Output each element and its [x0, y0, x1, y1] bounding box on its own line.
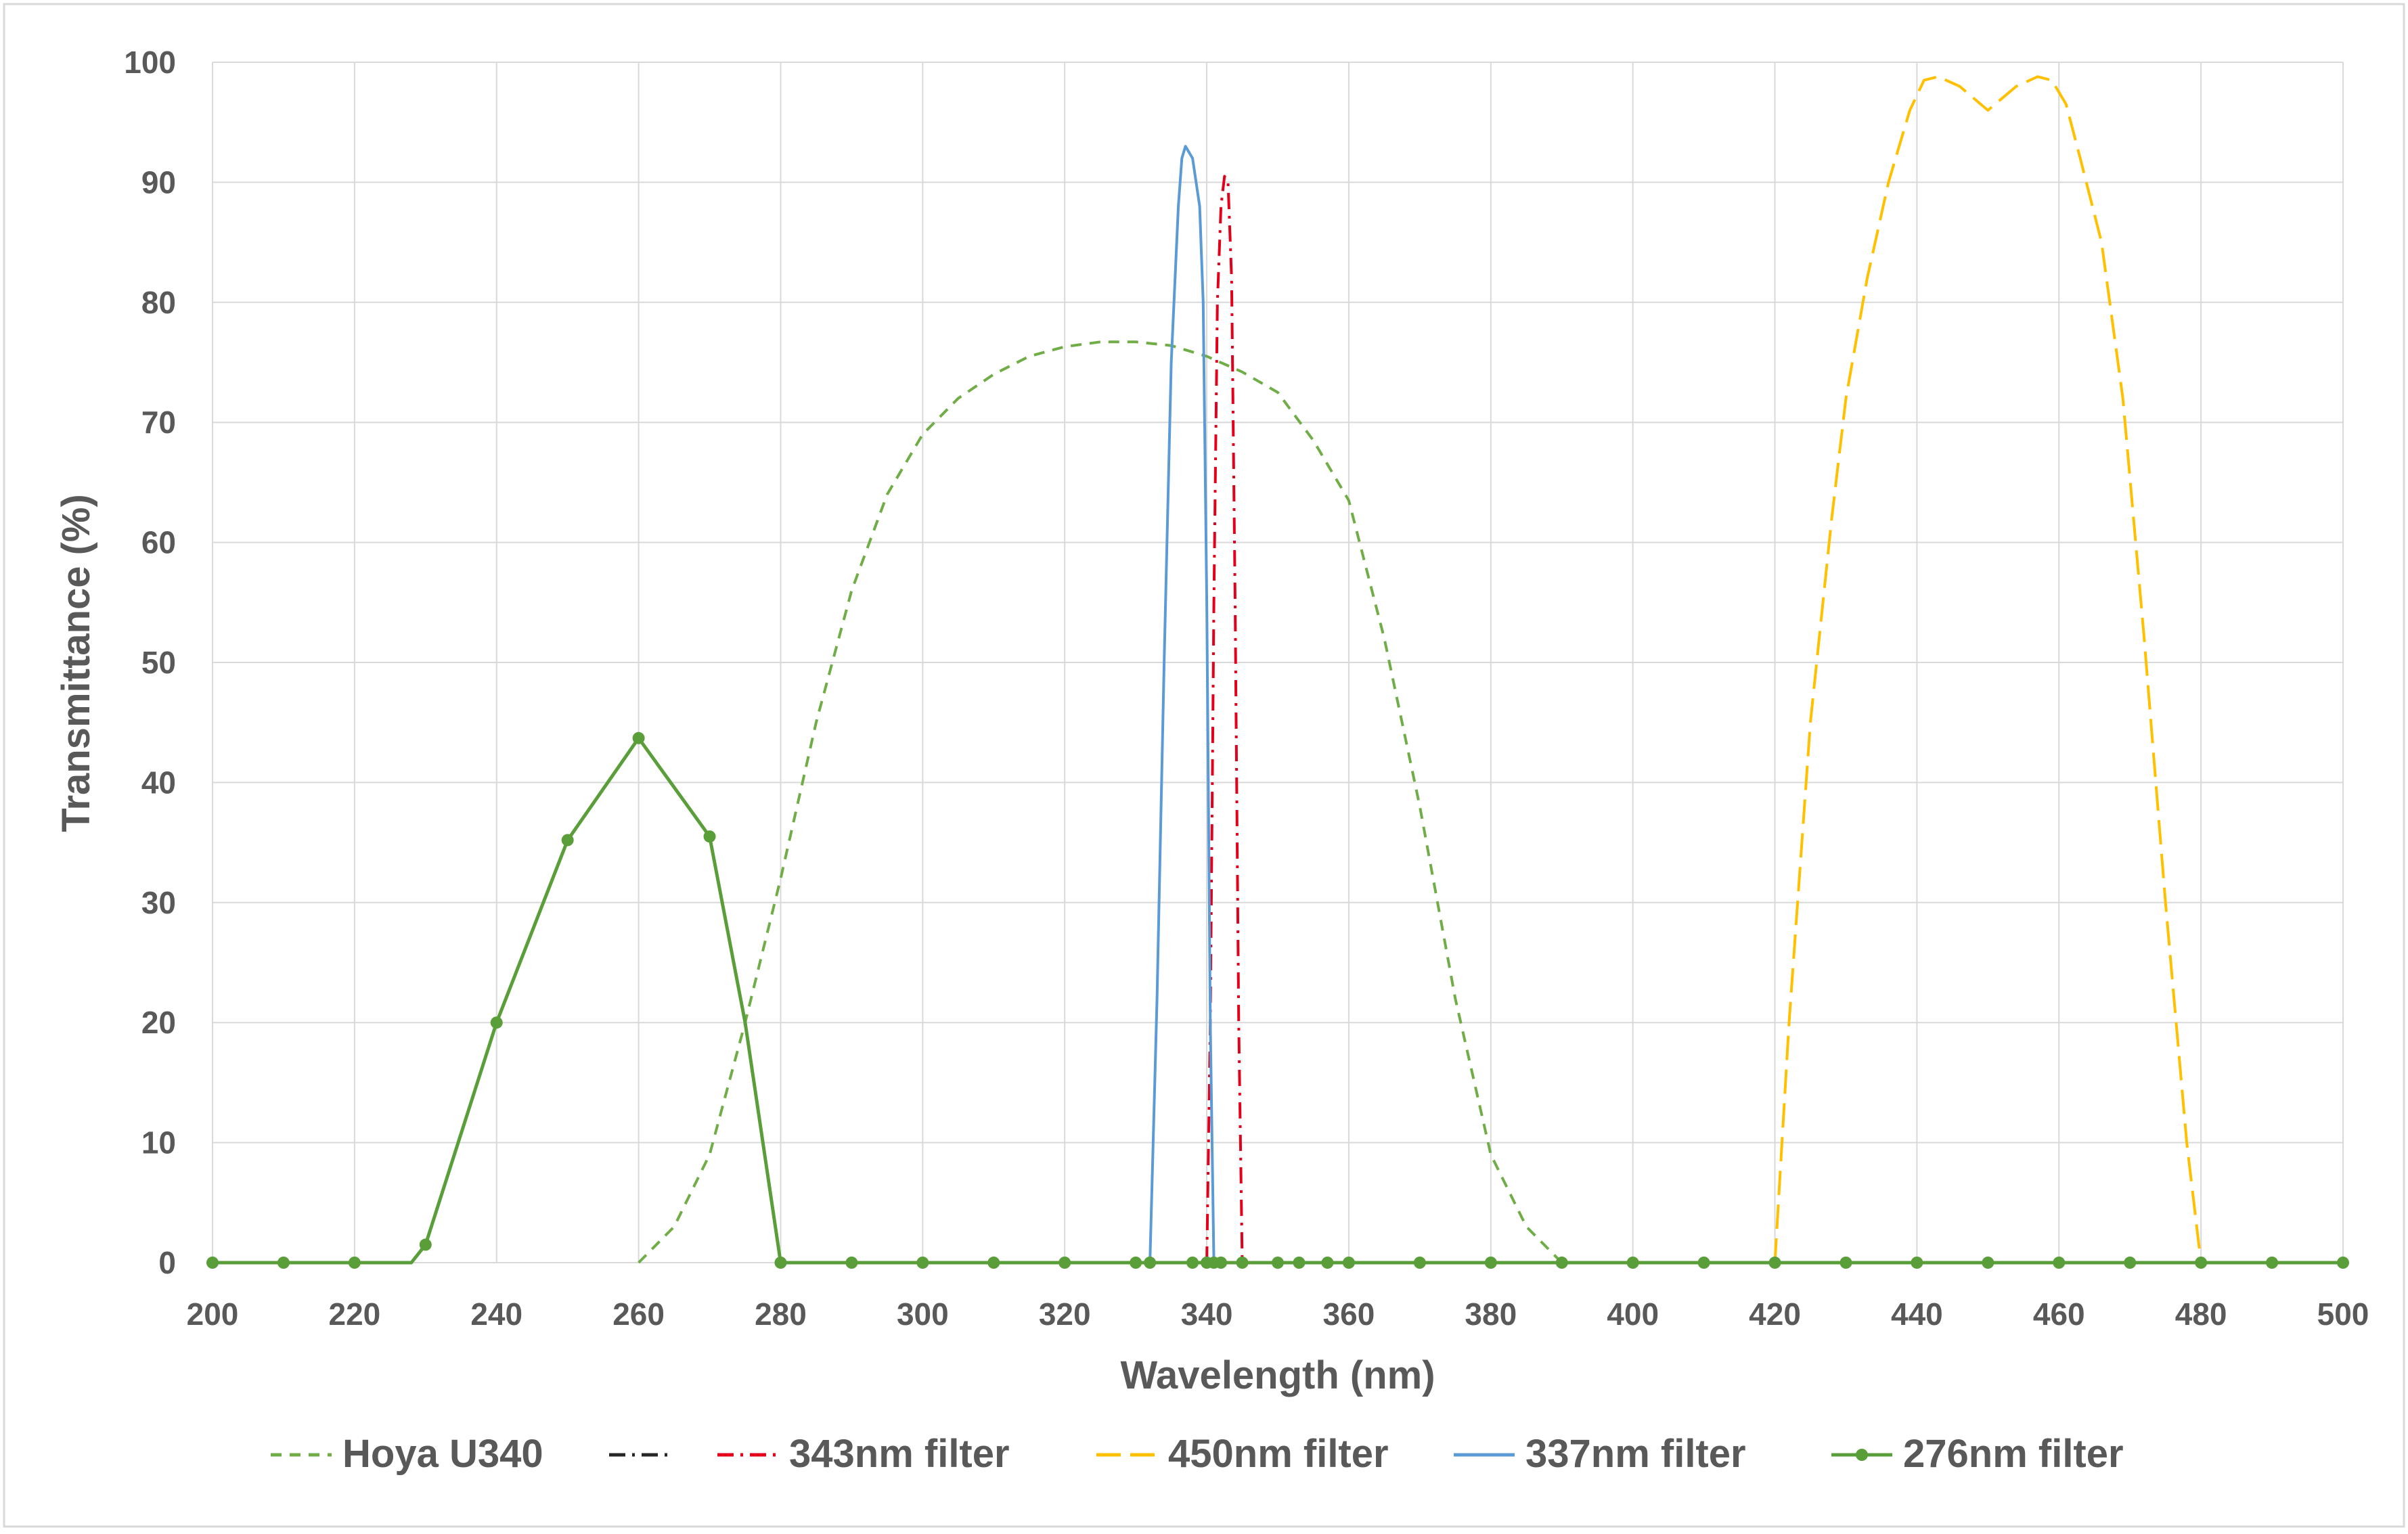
y-tick-label: 20 [141, 1005, 176, 1040]
chart-border [3, 3, 2405, 1528]
data-point-marker [206, 1257, 219, 1269]
legend-label: 343nm filter [789, 1432, 1010, 1476]
data-point-marker [1236, 1257, 1249, 1269]
x-tick-label: 280 [755, 1296, 807, 1332]
data-point-marker [774, 1257, 787, 1269]
legend-label: 276nm filter [1903, 1432, 2124, 1476]
x-tick-label: 260 [612, 1296, 665, 1332]
x-tick-label: 440 [1891, 1296, 1943, 1332]
data-point-marker [2195, 1257, 2208, 1269]
data-point-marker [1144, 1257, 1157, 1269]
data-point-marker [1626, 1257, 1639, 1269]
data-point-marker [1982, 1257, 1994, 1269]
data-point-marker [1058, 1257, 1071, 1269]
data-point-marker [2053, 1257, 2066, 1269]
data-point-marker [1768, 1257, 1781, 1269]
data-point-marker [845, 1257, 858, 1269]
y-tick-label: 70 [141, 405, 176, 440]
data-point-marker [1293, 1257, 1306, 1269]
y-axis-title: Transmittance (%) [54, 494, 98, 832]
x-tick-label: 420 [1749, 1296, 1801, 1332]
x-tick-label: 460 [2033, 1296, 2085, 1332]
data-point-marker [987, 1257, 1000, 1269]
x-tick-label: 220 [328, 1296, 380, 1332]
data-point-marker [419, 1238, 432, 1251]
x-tick-label: 200 [187, 1296, 239, 1332]
data-point-marker [1215, 1257, 1228, 1269]
y-tick-label: 100 [124, 45, 176, 80]
x-axis-title: Wavelength (nm) [1120, 1353, 1435, 1397]
series-line-2 [1205, 175, 1244, 1263]
data-point-marker [1555, 1257, 1568, 1269]
y-tick-label: 90 [141, 164, 176, 200]
x-tick-label: 320 [1039, 1296, 1091, 1332]
x-tick-label: 340 [1181, 1296, 1233, 1332]
data-point-marker [490, 1016, 503, 1029]
y-tick-label: 40 [141, 765, 176, 800]
series-line-3 [1773, 75, 2203, 1263]
y-tick-label: 80 [141, 285, 176, 320]
data-point-marker [277, 1257, 290, 1269]
legend-label: Hoya U340 [342, 1432, 543, 1476]
x-tick-label: 500 [2317, 1296, 2369, 1332]
x-tick-label: 400 [1607, 1296, 1659, 1332]
y-tick-label: 60 [141, 525, 176, 560]
data-point-marker [1130, 1257, 1142, 1269]
x-tick-label: 360 [1323, 1296, 1375, 1332]
series-lines [206, 75, 2349, 1269]
data-point-marker [2124, 1257, 2137, 1269]
data-point-marker [2337, 1257, 2349, 1269]
y-tick-label: 30 [141, 885, 176, 920]
x-tick-label: 480 [2175, 1296, 2227, 1332]
data-point-marker [1697, 1257, 1710, 1269]
x-tick-label: 300 [897, 1296, 949, 1332]
data-point-marker [703, 830, 716, 843]
legend-label: 337nm filter [1525, 1432, 1746, 1476]
y-tick-label: 10 [141, 1125, 176, 1160]
data-point-marker [1911, 1257, 1923, 1269]
x-tick-label: 240 [470, 1296, 522, 1332]
y-tick-label: 50 [141, 645, 176, 680]
data-point-marker [632, 731, 645, 744]
data-point-marker [1321, 1257, 1334, 1269]
data-point-marker [1342, 1257, 1355, 1269]
data-point-marker [1840, 1257, 1852, 1269]
series-line-4 [1149, 145, 1216, 1263]
data-point-marker [916, 1257, 929, 1269]
axis-titles: Wavelength (nm) Transmittance (%) [54, 494, 1435, 1397]
grid [212, 62, 2344, 1263]
legend-marker [1856, 1449, 1868, 1461]
data-point-marker [2266, 1257, 2279, 1269]
y-tick-label: 0 [158, 1245, 176, 1280]
series-line-0 [638, 340, 1563, 1264]
data-point-marker [348, 1257, 361, 1269]
x-tick-label: 380 [1465, 1296, 1517, 1332]
legend: Hoya U340 343nm filter 450nm filter 337nm f… [271, 1432, 2124, 1476]
data-point-marker [1413, 1257, 1426, 1269]
legend-label: 450nm filter [1168, 1432, 1389, 1476]
data-point-marker [561, 834, 574, 847]
data-point-marker [1484, 1257, 1497, 1269]
tick-labels: 200 220 240 260 280 300 320 340 360 380 400 420 440 4… [124, 45, 2369, 1332]
data-point-marker [1186, 1257, 1199, 1269]
data-point-marker [1272, 1257, 1284, 1269]
